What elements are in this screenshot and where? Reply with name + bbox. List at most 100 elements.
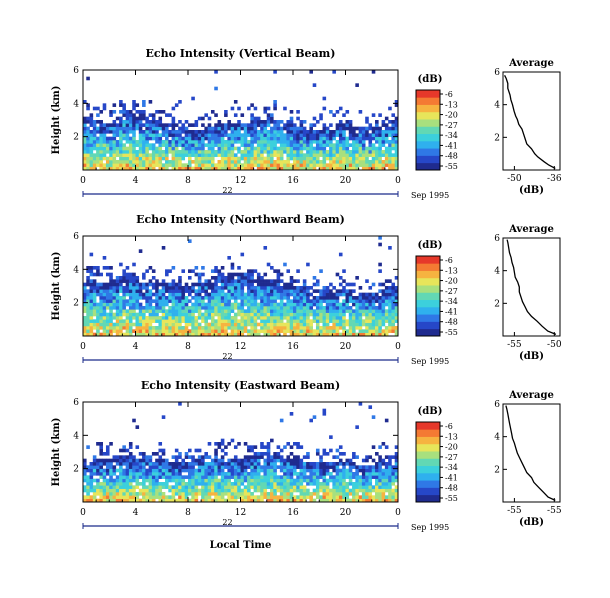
heatmap-cell: [181, 292, 186, 297]
heatmap-cell: [247, 272, 251, 277]
heatmap-cell: [178, 306, 182, 310]
heatmap-cell: [207, 455, 212, 459]
heatmap-cell: [151, 160, 156, 164]
heatmap-cell: [329, 488, 333, 493]
heatmap-cell: [220, 319, 225, 323]
heatmap-cell: [151, 488, 156, 493]
heatmap-cell: [329, 435, 333, 439]
heatmap-cell: [138, 110, 143, 114]
heatmap-cell: [89, 498, 94, 503]
heatmap-cell: [306, 495, 310, 499]
heatmap-cell: [210, 485, 215, 489]
heatmap-cell: [155, 306, 159, 310]
heatmap-cell: [394, 286, 399, 290]
heatmap-cell: [191, 146, 195, 151]
heatmap-cell: [256, 309, 261, 313]
heatmap-cell: [237, 266, 241, 270]
heatmap-cell: [319, 160, 323, 164]
heatmap-cell: [204, 468, 208, 473]
heatmap-cell: [289, 462, 294, 466]
heatmap-cell: [315, 153, 320, 157]
heatmap-cell: [286, 143, 291, 147]
heatmap-cell: [217, 482, 222, 486]
heatmap-cell: [293, 322, 297, 327]
heatmap-cell: [132, 465, 136, 469]
heatmap-cell: [109, 488, 113, 493]
heatmap-cell: [99, 482, 103, 486]
heatmap-cell: [128, 292, 133, 297]
heatmap-cell: [286, 269, 291, 273]
heatmap-cell: [112, 312, 117, 317]
heatmap-cell: [155, 462, 159, 466]
heatmap-cell: [322, 163, 327, 167]
heatmap-cell: [293, 458, 297, 463]
heatmap-cell: [132, 495, 136, 499]
heatmap-cell: [342, 326, 346, 330]
heatmap-cell: [355, 465, 359, 469]
heatmap-cell: [253, 475, 258, 479]
heatmap-cell: [158, 482, 163, 486]
heatmap-cell: [338, 475, 343, 479]
heatmap-cell: [92, 462, 97, 466]
heatmap-cell: [92, 492, 97, 496]
heatmap-cell: [83, 485, 87, 489]
heatmap-cell: [168, 163, 172, 167]
heatmap-cell: [384, 482, 389, 486]
heatmap-cell: [296, 299, 300, 303]
heatmap-cell: [171, 296, 176, 300]
heatmap-cell: [168, 462, 172, 466]
heatmap-cell: [253, 468, 258, 473]
heatmap-cell: [358, 475, 363, 479]
heatmap-cell: [348, 465, 353, 469]
heatmap-cell: [365, 326, 369, 330]
heatmap-cell: [368, 143, 373, 147]
heatmap-cell: [181, 482, 186, 486]
heatmap-cell: [322, 478, 327, 483]
heatmap-cell: [96, 120, 100, 124]
heatmap-cell: [128, 130, 133, 134]
heatmap-cell: [171, 150, 176, 154]
heatmap-cell: [230, 462, 235, 466]
heatmap-cell: [201, 153, 205, 157]
heatmap-cell: [273, 150, 277, 154]
heatmap-cell: [204, 126, 208, 131]
heatmap-cell: [355, 133, 359, 137]
heatmap-cell: [256, 452, 261, 456]
heatmap-cell: [391, 133, 396, 137]
heatmap-cell: [243, 296, 248, 300]
heatmap-cell: [128, 120, 133, 124]
heatmap-cell: [178, 302, 182, 307]
heatmap-cell: [89, 286, 94, 290]
heatmap-cell: [394, 488, 399, 493]
heatmap-cell: [138, 316, 143, 320]
heatmap-cell: [381, 123, 386, 127]
heatmap-cell: [309, 286, 313, 290]
heatmap-cell: [388, 292, 392, 297]
heatmap-cell: [253, 289, 258, 293]
heatmap-cell: [181, 153, 186, 157]
heatmap-cell: [171, 126, 176, 131]
heatmap-cell: [178, 322, 182, 327]
heatmap-cell: [132, 136, 136, 141]
heatmap-cell: [191, 96, 195, 101]
heatmap-cell: [342, 482, 346, 486]
heatmap-cell: [155, 296, 159, 300]
heatmap-cell: [158, 319, 163, 323]
heatmap-cell: [194, 488, 199, 493]
heatmap-cell: [263, 492, 268, 496]
heatmap-cell: [384, 136, 389, 141]
heatmap-cell: [371, 299, 376, 303]
heatmap-cell: [286, 126, 291, 131]
heatmap-cell: [256, 279, 261, 283]
heatmap-cell: [260, 136, 264, 141]
heatmap-cell: [302, 492, 307, 496]
heatmap-cell: [99, 160, 103, 164]
heatmap-cell: [375, 462, 379, 466]
heatmap-cell: [378, 309, 382, 313]
heatmap-cell: [89, 309, 94, 313]
heatmap-cell: [188, 269, 192, 273]
heatmap-cell: [322, 156, 327, 161]
heatmap-cell: [230, 163, 235, 167]
heatmap-cell: [119, 286, 123, 290]
heatmap-cell: [342, 113, 346, 117]
